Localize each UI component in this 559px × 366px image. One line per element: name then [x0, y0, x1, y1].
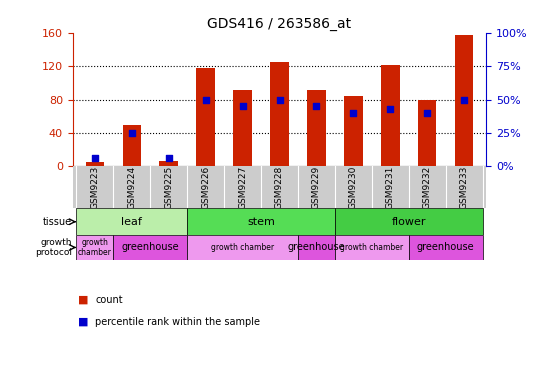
- Bar: [77, 235, 113, 260]
- Bar: [344, 96, 363, 167]
- Text: count: count: [95, 295, 122, 305]
- Text: GSM9226: GSM9226: [201, 166, 210, 209]
- Title: GDS416 / 263586_at: GDS416 / 263586_at: [207, 16, 352, 30]
- Bar: [196, 68, 215, 167]
- Text: growth chamber: growth chamber: [340, 243, 404, 252]
- Bar: [86, 162, 104, 167]
- Bar: [270, 62, 289, 167]
- Text: GSM9229: GSM9229: [312, 166, 321, 209]
- Point: [91, 156, 100, 161]
- Text: growth
protocol: growth protocol: [35, 238, 72, 257]
- Text: GSM9231: GSM9231: [386, 166, 395, 209]
- Point: [386, 106, 395, 112]
- Text: ■: ■: [78, 295, 89, 305]
- Bar: [159, 161, 178, 167]
- Bar: [381, 65, 400, 167]
- Bar: [335, 235, 409, 260]
- Text: GSM9225: GSM9225: [164, 166, 173, 209]
- Bar: [77, 208, 187, 235]
- Text: GSM9224: GSM9224: [127, 166, 136, 209]
- Text: GSM9227: GSM9227: [238, 166, 247, 209]
- Text: growth chamber: growth chamber: [211, 243, 274, 252]
- Bar: [335, 208, 482, 235]
- Text: greenhouse: greenhouse: [417, 242, 475, 253]
- Point: [349, 110, 358, 116]
- Bar: [455, 35, 473, 167]
- Point: [238, 104, 247, 109]
- Text: GSM9230: GSM9230: [349, 166, 358, 209]
- Point: [275, 97, 284, 102]
- Point: [459, 97, 468, 102]
- Bar: [307, 90, 326, 167]
- Bar: [187, 235, 298, 260]
- Text: greenhouse: greenhouse: [121, 242, 179, 253]
- Point: [312, 104, 321, 109]
- Bar: [298, 235, 335, 260]
- Point: [423, 110, 432, 116]
- Bar: [409, 235, 482, 260]
- Text: GSM9228: GSM9228: [275, 166, 284, 209]
- Text: flower: flower: [391, 217, 426, 227]
- Bar: [122, 125, 141, 167]
- Text: tissue: tissue: [43, 217, 72, 227]
- Text: growth
chamber: growth chamber: [78, 238, 112, 257]
- Text: greenhouse: greenhouse: [288, 242, 345, 253]
- Bar: [113, 235, 187, 260]
- Text: ■: ■: [78, 317, 89, 327]
- Point: [201, 97, 210, 102]
- Bar: [233, 90, 252, 167]
- Point: [127, 130, 136, 136]
- Text: GSM9233: GSM9233: [459, 166, 468, 209]
- Text: stem: stem: [247, 217, 275, 227]
- Point: [164, 156, 173, 161]
- Bar: [187, 208, 335, 235]
- Text: leaf: leaf: [121, 217, 142, 227]
- Text: GSM9232: GSM9232: [423, 166, 432, 209]
- Text: percentile rank within the sample: percentile rank within the sample: [95, 317, 260, 327]
- Text: GSM9223: GSM9223: [91, 166, 100, 209]
- Bar: [418, 100, 437, 167]
